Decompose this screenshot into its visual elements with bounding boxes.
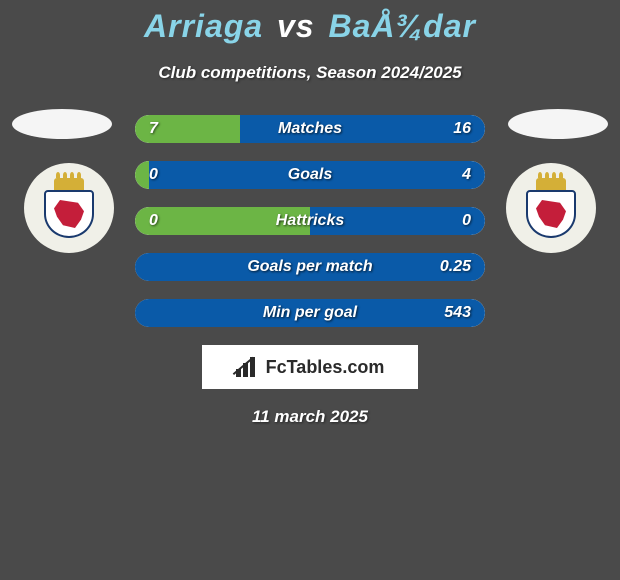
club-crest-icon — [526, 178, 576, 238]
fctables-logo[interactable]: FcTables.com — [202, 345, 418, 389]
stat-value-left: 0 — [149, 166, 158, 184]
stat-value-right: 543 — [444, 304, 471, 322]
subtitle: Club competitions, Season 2024/2025 — [0, 63, 620, 83]
stat-label: Matches — [278, 120, 342, 138]
player1-photo — [12, 109, 112, 139]
stat-label: Goals per match — [247, 258, 372, 276]
stat-value-right: 4 — [462, 166, 471, 184]
stat-label: Min per goal — [263, 304, 357, 322]
stats-content: 7 16 Matches 0 4 Goals 0 0 Hattricks 0.25 Goals pe… — [0, 115, 620, 327]
bar-chart-icon — [236, 357, 260, 377]
stat-value-left: 0 — [149, 212, 158, 230]
player1-name: Arriaga — [144, 8, 263, 44]
player2-club-badge — [506, 163, 596, 253]
stat-value-right: 0 — [462, 212, 471, 230]
player1-club-badge — [24, 163, 114, 253]
stat-fill-left — [135, 161, 149, 189]
stat-label: Goals — [288, 166, 332, 184]
stat-row: 0.25 Goals per match — [135, 253, 485, 281]
stat-row: 7 16 Matches — [135, 115, 485, 143]
club-crest-icon — [44, 178, 94, 238]
player2-name: BaÅ¾dar — [328, 8, 476, 44]
stat-value-right: 0.25 — [440, 258, 471, 276]
stat-value-right: 16 — [453, 120, 471, 138]
vs-text: vs — [277, 8, 315, 44]
stats-list: 7 16 Matches 0 4 Goals 0 0 Hattricks 0.25 Goals pe… — [135, 115, 485, 327]
stat-row: 543 Min per goal — [135, 299, 485, 327]
stat-value-left: 7 — [149, 120, 158, 138]
comparison-title: Arriaga vs BaÅ¾dar — [0, 0, 620, 45]
stat-fill-right — [240, 115, 485, 143]
player2-photo — [508, 109, 608, 139]
stat-row: 0 0 Hattricks — [135, 207, 485, 235]
logo-text: FcTables.com — [266, 357, 385, 378]
stat-row: 0 4 Goals — [135, 161, 485, 189]
stat-label: Hattricks — [276, 212, 344, 230]
date-text: 11 march 2025 — [0, 407, 620, 427]
